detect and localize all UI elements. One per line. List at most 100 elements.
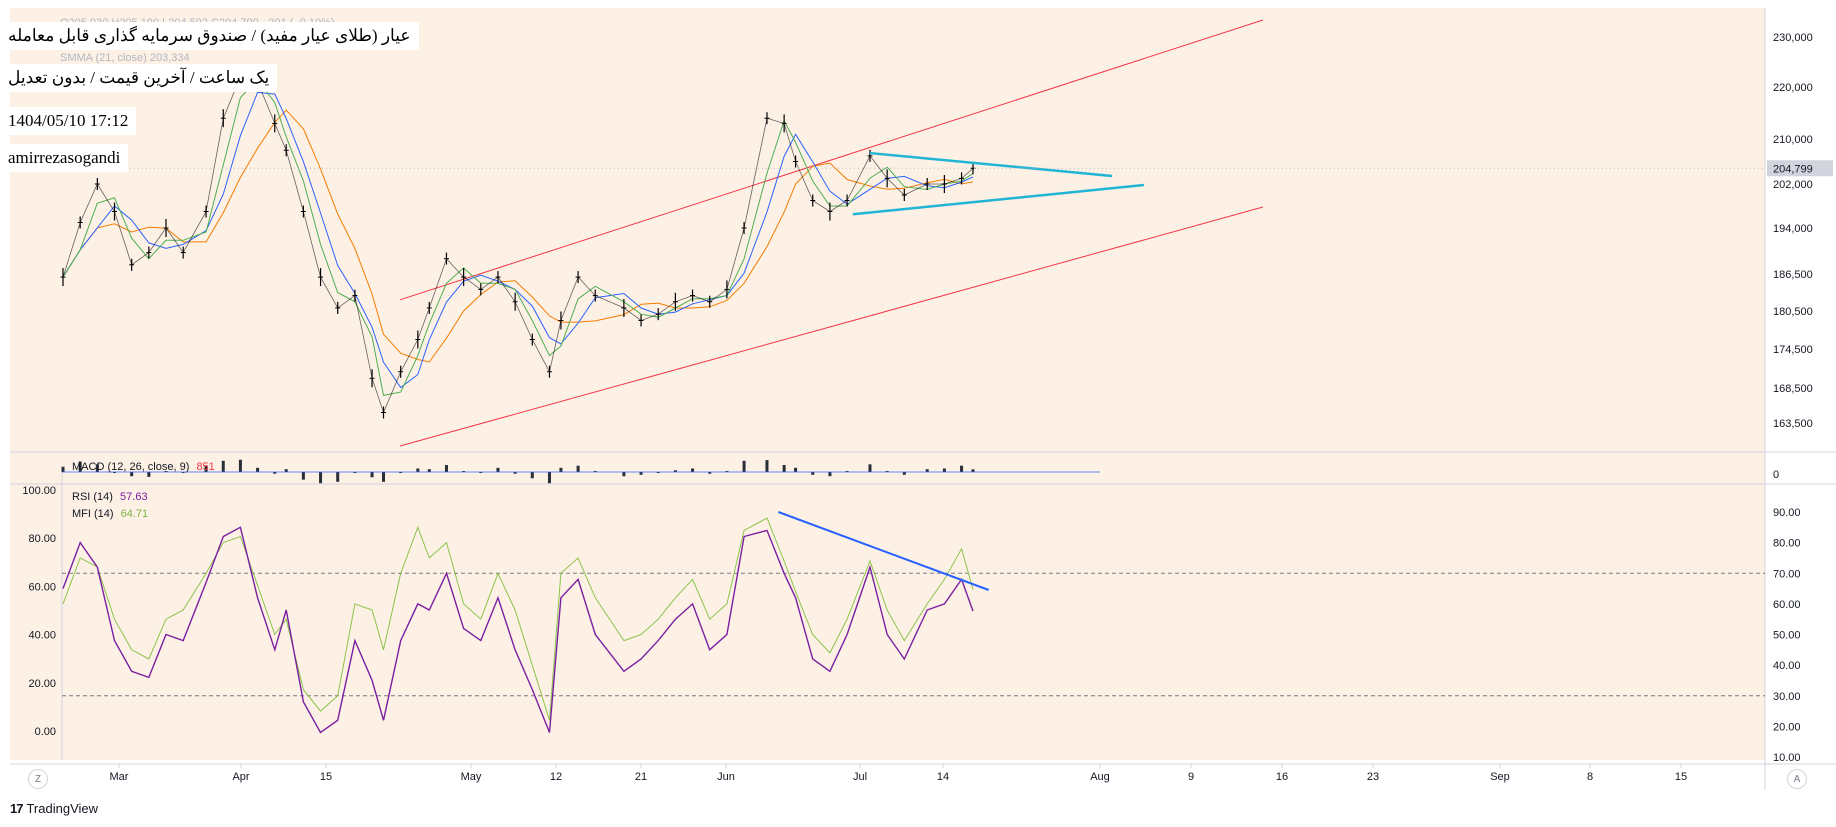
- rsi-right-tick-label: 60.00: [1773, 599, 1801, 611]
- macd-histogram-bar: [370, 472, 374, 478]
- macd-legend: MACD (12, 26, close, 9) 851: [72, 461, 215, 473]
- time-tick-label: Apr: [232, 771, 249, 783]
- title-line-1: عیار (طلای عیار مفید) / صندوق سرمایه گذا…: [0, 22, 419, 50]
- macd-histogram-bar: [336, 472, 340, 482]
- rsi-value: 57.63: [120, 491, 148, 503]
- auto-scale-button[interactable]: A: [1787, 769, 1807, 789]
- smma-blue-line: [62, 91, 974, 389]
- price-tick-label: 163,500: [1773, 418, 1813, 430]
- macd-histogram-bar: [828, 472, 832, 477]
- rsi-left-tick-label: 100.00: [22, 485, 56, 497]
- time-tick-label: 23: [1367, 771, 1379, 783]
- macd-histogram-bar: [238, 459, 242, 472]
- rsi-right-tick-label: 90.00: [1773, 507, 1801, 519]
- macd-histogram-bar: [673, 470, 677, 472]
- macd-histogram-bar: [794, 467, 798, 472]
- price-path: [62, 76, 974, 414]
- macd-histogram-bar: [656, 472, 660, 473]
- time-tick-label: 15: [1675, 771, 1687, 783]
- triangle-lower-line: [852, 183, 1145, 216]
- rsi-pane: [62, 511, 1765, 734]
- macd-histogram-bar: [811, 472, 815, 475]
- rsi-right-tick-label: 30.00: [1773, 691, 1801, 703]
- rsi-right-tick-label: 70.00: [1773, 568, 1801, 580]
- macd-zero-tick-label: 0: [1773, 469, 1779, 481]
- macd-histogram-bar: [221, 460, 225, 472]
- macd-histogram-bar: [513, 472, 517, 474]
- price-tick-label: 180,500: [1773, 306, 1813, 318]
- macd-histogram-bar: [496, 467, 500, 472]
- macd-histogram-bar: [462, 471, 466, 472]
- macd-histogram-bar: [593, 471, 597, 472]
- macd-histogram-bar: [444, 465, 448, 472]
- time-tick-label: 15: [320, 771, 332, 783]
- macd-histogram-bar: [902, 472, 906, 475]
- macd-histogram-bar: [204, 466, 208, 472]
- macd-histogram-bar: [885, 471, 889, 472]
- rsi-trendline: [778, 511, 990, 591]
- macd-histogram-bar: [868, 464, 872, 472]
- rsi-left-tick-label: 80.00: [28, 533, 56, 545]
- macd-histogram-bar: [181, 472, 185, 473]
- title-line-2: یک ساعت / آخرین قیمت / بدون تعدیل: [0, 64, 278, 92]
- macd-histogram-bar: [61, 466, 65, 472]
- price-tick-label: 168,500: [1773, 383, 1813, 395]
- macd-histogram-bar: [708, 472, 712, 474]
- rsi-right-tick-label: 10.00: [1773, 752, 1801, 764]
- price-pane: 204,799: [60, 19, 1833, 447]
- macd-histogram-bar: [725, 471, 729, 472]
- macd-histogram-bar: [960, 465, 964, 472]
- macd-histogram-bar: [427, 469, 431, 472]
- reset-zoom-button[interactable]: Z: [28, 769, 48, 789]
- channel-upper-line: [399, 19, 1264, 301]
- macd-histogram-bar: [530, 472, 534, 479]
- price-tick-label: 202,000: [1773, 179, 1813, 191]
- right-axis-background: [1765, 8, 1836, 760]
- tradingview-brand[interactable]: 17 TradingView: [10, 801, 98, 816]
- price-tick-label: 174,500: [1773, 344, 1813, 356]
- rsi-label: RSI (14): [72, 491, 113, 503]
- time-tick-label: 16: [1276, 771, 1288, 783]
- price-tick-label: 194,000: [1773, 223, 1813, 235]
- title-line-4: amirrezasogandi: [0, 144, 129, 172]
- macd-histogram-bar: [925, 469, 929, 472]
- macd-value: 851: [196, 461, 215, 473]
- time-tick-label: Aug: [1090, 771, 1110, 783]
- time-tick-label: 9: [1188, 771, 1194, 783]
- macd-histogram-bar: [164, 471, 168, 472]
- macd-histogram-bar: [479, 472, 483, 473]
- macd-histogram-bar: [691, 468, 695, 472]
- macd-label: MACD (12, 26, close, 9): [72, 461, 190, 473]
- macd-histogram-bar: [576, 465, 580, 472]
- smma-readout: SMMA (21, close) 203,334: [60, 52, 190, 64]
- rsi-left-tick-label: 40.00: [28, 630, 56, 642]
- macd-histogram-bar: [113, 472, 117, 473]
- rsi-right-tick-label: 20.00: [1773, 721, 1801, 733]
- macd-histogram-bar: [273, 472, 277, 474]
- rsi-left-tick-label: 0.00: [35, 726, 56, 738]
- macd-histogram-bar: [256, 467, 260, 472]
- mfi-label: MFI (14): [72, 508, 114, 520]
- price-tick-label: 186,500: [1773, 269, 1813, 281]
- last-price-tag: [1767, 160, 1833, 177]
- mfi-legend: MFI (14) 64.71: [72, 508, 148, 520]
- time-tick-label: Jun: [717, 771, 735, 783]
- time-tick-label: 12: [550, 771, 562, 783]
- macd-histogram-bar: [416, 468, 420, 472]
- last-price-label: 204,799: [1773, 163, 1813, 175]
- channel-lower-line: [399, 206, 1264, 447]
- macd-histogram-bar: [639, 472, 643, 475]
- macd-histogram-bar: [782, 465, 786, 472]
- rsi-right-tick-label: 50.00: [1773, 630, 1801, 642]
- time-tick-label: Mar: [110, 771, 129, 783]
- macd-histogram-bar: [284, 469, 288, 472]
- macd-histogram-bar: [95, 464, 99, 472]
- macd-histogram-bar: [622, 472, 626, 477]
- time-tick-label: May: [461, 771, 482, 783]
- macd-histogram-bar: [78, 461, 82, 472]
- macd-histogram-bar: [845, 471, 849, 472]
- rsi-right-tick-label: 80.00: [1773, 538, 1801, 550]
- rsi-legend: RSI (14) 57.63: [72, 491, 148, 503]
- time-tick-label: 8: [1587, 771, 1593, 783]
